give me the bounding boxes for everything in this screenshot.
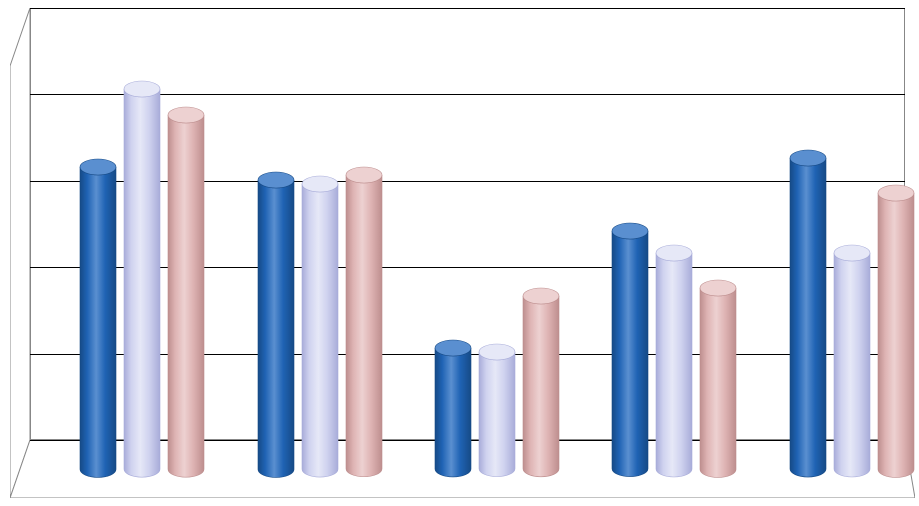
bar-cylinder [790, 158, 826, 469]
bar-cylinder [302, 184, 338, 469]
grid-line [30, 8, 905, 9]
bar-cylinder [656, 253, 692, 469]
bar-cylinder [878, 193, 914, 469]
chart-side-wall [10, 8, 30, 498]
bar-cylinder [435, 348, 471, 469]
bar-cylinder [523, 296, 559, 469]
bar-cylinder [168, 115, 204, 469]
bar-cylinder [258, 180, 294, 469]
bar-cylinder [834, 253, 870, 469]
chart-container [0, 0, 919, 506]
bar-cylinder [700, 288, 736, 469]
bar-cylinder [124, 89, 160, 469]
grid-line [30, 267, 905, 268]
grid-line [30, 94, 905, 95]
grid-line [30, 181, 905, 182]
bar-cylinder [612, 231, 648, 469]
bar-cylinder [80, 167, 116, 469]
bar-cylinder [346, 175, 382, 469]
bar-cylinder [479, 352, 515, 469]
